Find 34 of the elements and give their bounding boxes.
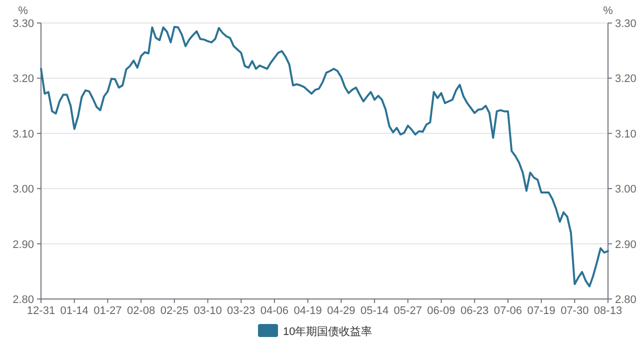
x-tick-label: 04-29 bbox=[327, 305, 356, 317]
x-tick-label: 05-14 bbox=[360, 305, 389, 317]
legend-label: 10年期国债收益率 bbox=[283, 325, 372, 338]
x-tick-label: 05-27 bbox=[394, 305, 422, 317]
x-tick-label: 01-14 bbox=[60, 305, 88, 317]
y-tick-label: 2.90 bbox=[12, 238, 34, 251]
y2-tick-label: 2.80 bbox=[615, 294, 636, 306]
x-tick-label: 07-06 bbox=[494, 305, 522, 317]
x-tick-label: 06-23 bbox=[460, 305, 489, 317]
y-axis-title: % bbox=[18, 5, 28, 17]
y-tick-label: 3.10 bbox=[12, 128, 34, 140]
x-tick-label: 01-27 bbox=[94, 305, 122, 317]
x-tick-label: 07-30 bbox=[560, 305, 589, 317]
x-tick-label: 08-13 bbox=[594, 305, 622, 317]
x-tick-label: 07-19 bbox=[527, 305, 556, 317]
x-tick-label: 04-19 bbox=[294, 305, 322, 317]
y2-tick-label: 3.30 bbox=[615, 18, 636, 30]
x-tick-label: 12-31 bbox=[26, 305, 56, 317]
y2-tick-label: 3.10 bbox=[615, 128, 636, 140]
x-tick-label: 02-08 bbox=[126, 305, 156, 317]
y-tick-label: 2.80 bbox=[12, 294, 34, 306]
x-tick-label: 04-06 bbox=[260, 305, 289, 317]
x-tick-label: 03-23 bbox=[227, 305, 256, 317]
x-tick-label: 02-25 bbox=[160, 305, 188, 317]
y-tick-label: 3.00 bbox=[12, 184, 34, 196]
x-tick-label: 06-09 bbox=[427, 305, 456, 317]
x-tick-label: 03-10 bbox=[194, 305, 222, 317]
y2-tick-label: 3.00 bbox=[615, 184, 636, 196]
y2-tick-label: 2.90 bbox=[615, 238, 636, 251]
y-tick-label: 3.30 bbox=[12, 18, 34, 30]
y2-axis-title: % bbox=[603, 5, 614, 17]
y2-tick-label: 3.20 bbox=[615, 73, 636, 86]
y-tick-label: 3.20 bbox=[12, 73, 34, 86]
line-series bbox=[40, 26, 609, 288]
